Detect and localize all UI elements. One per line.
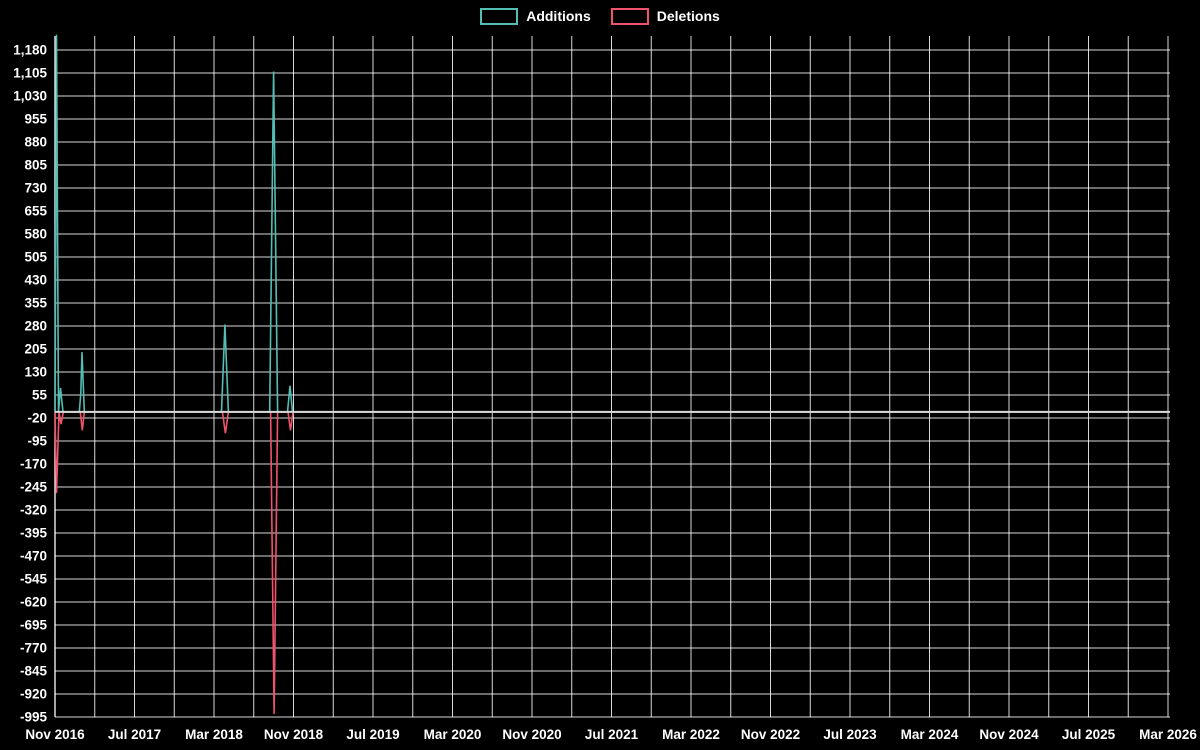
svg-text:Nov 2024: Nov 2024 <box>979 727 1039 742</box>
svg-text:-620: -620 <box>20 595 47 610</box>
svg-text:805: 805 <box>24 158 47 173</box>
additions-swatch-icon <box>480 8 519 25</box>
svg-text:Mar 2026: Mar 2026 <box>1139 727 1197 742</box>
svg-text:Nov 2022: Nov 2022 <box>741 727 800 742</box>
svg-text:130: 130 <box>24 365 47 380</box>
svg-text:430: 430 <box>24 273 47 288</box>
svg-text:355: 355 <box>24 296 47 311</box>
svg-text:-920: -920 <box>20 687 47 702</box>
svg-text:Mar 2018: Mar 2018 <box>185 727 243 742</box>
svg-text:1,030: 1,030 <box>13 89 47 104</box>
svg-text:580: 580 <box>24 227 47 242</box>
svg-text:-845: -845 <box>20 664 48 679</box>
svg-text:-395: -395 <box>20 526 48 541</box>
svg-text:-995: -995 <box>20 710 48 725</box>
deletions-swatch-icon <box>610 8 649 25</box>
svg-text:Nov 2016: Nov 2016 <box>25 727 85 742</box>
svg-text:280: 280 <box>24 319 47 334</box>
svg-text:730: 730 <box>24 181 47 196</box>
legend-label-deletions: Deletions <box>656 8 720 24</box>
svg-text:655: 655 <box>24 204 47 219</box>
svg-text:-170: -170 <box>20 457 47 472</box>
chart-legend: Additions Deletions <box>0 8 1200 25</box>
svg-text:-545: -545 <box>20 572 48 587</box>
svg-text:55: 55 <box>32 388 48 403</box>
svg-text:-320: -320 <box>20 503 47 518</box>
svg-text:Jul 2025: Jul 2025 <box>1062 727 1116 742</box>
legend-item-deletions[interactable]: Deletions <box>610 8 720 25</box>
svg-text:Jul 2017: Jul 2017 <box>108 727 161 742</box>
svg-text:-245: -245 <box>20 480 48 495</box>
svg-text:1,180: 1,180 <box>13 43 47 58</box>
svg-text:-770: -770 <box>20 641 47 656</box>
svg-text:205: 205 <box>24 342 47 357</box>
svg-text:Mar 2024: Mar 2024 <box>901 727 959 742</box>
svg-text:Jul 2023: Jul 2023 <box>823 727 877 742</box>
svg-text:-20: -20 <box>27 411 47 426</box>
svg-text:1,105: 1,105 <box>13 66 47 81</box>
svg-text:Mar 2020: Mar 2020 <box>424 727 482 742</box>
svg-text:-470: -470 <box>20 549 47 564</box>
svg-text:-695: -695 <box>20 618 48 633</box>
svg-text:Mar 2022: Mar 2022 <box>662 727 720 742</box>
svg-text:505: 505 <box>24 250 47 265</box>
legend-item-additions[interactable]: Additions <box>480 8 591 25</box>
svg-text:880: 880 <box>24 135 47 150</box>
svg-text:Nov 2018: Nov 2018 <box>264 727 324 742</box>
svg-text:955: 955 <box>24 112 47 127</box>
svg-text:Jul 2019: Jul 2019 <box>346 727 399 742</box>
legend-label-additions: Additions <box>526 8 591 24</box>
svg-text:Nov 2020: Nov 2020 <box>502 727 561 742</box>
svg-text:-95: -95 <box>27 434 47 449</box>
svg-text:Jul 2021: Jul 2021 <box>585 727 639 742</box>
